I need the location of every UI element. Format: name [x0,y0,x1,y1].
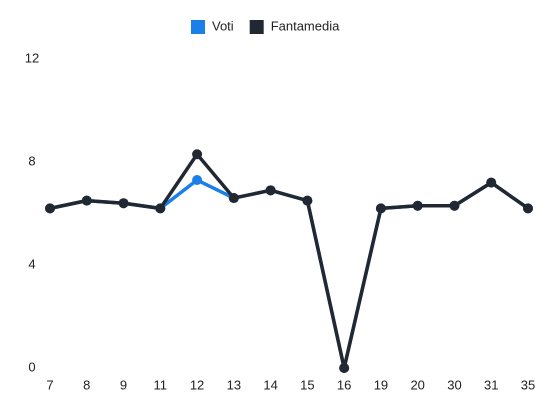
point [155,203,166,214]
y-tick-label: 8 [28,153,35,168]
x-tick-label: 30 [447,377,461,392]
x-tick-label: 11 [154,377,168,392]
point [192,175,203,186]
x-tick-label: 13 [227,377,241,392]
point [45,203,55,214]
point [192,149,203,160]
legend-swatch [191,20,205,34]
x-tick-label: 14 [263,377,277,392]
point [523,203,533,214]
x-tick-label: 35 [521,377,535,392]
point [302,195,313,206]
series-line [49,152,530,370]
x-tick-label: 16 [337,377,351,392]
legend-label: Voti [212,18,234,33]
x-tick-label: 8 [83,377,90,392]
y-tick-label: 4 [28,256,35,271]
x-tick-label: 12 [190,377,204,392]
x-tick-label: 9 [120,377,127,392]
point [81,195,92,206]
point [118,198,129,209]
x-tick-label: 15 [300,377,314,392]
point [449,200,460,211]
x-tick-label: 20 [410,377,424,392]
x-tick-label: 31 [484,377,498,392]
point [375,203,386,214]
point [339,363,350,373]
legend-label: Fantamedia [271,18,340,33]
point [228,193,239,204]
point [412,200,423,211]
point [486,177,497,188]
point [265,185,276,196]
x-tick-label: 19 [374,377,388,392]
y-tick-label: 12 [25,50,39,65]
x-tick-label: 7 [46,377,53,392]
y-tick-label: 0 [28,359,35,374]
legend-swatch [249,20,264,34]
